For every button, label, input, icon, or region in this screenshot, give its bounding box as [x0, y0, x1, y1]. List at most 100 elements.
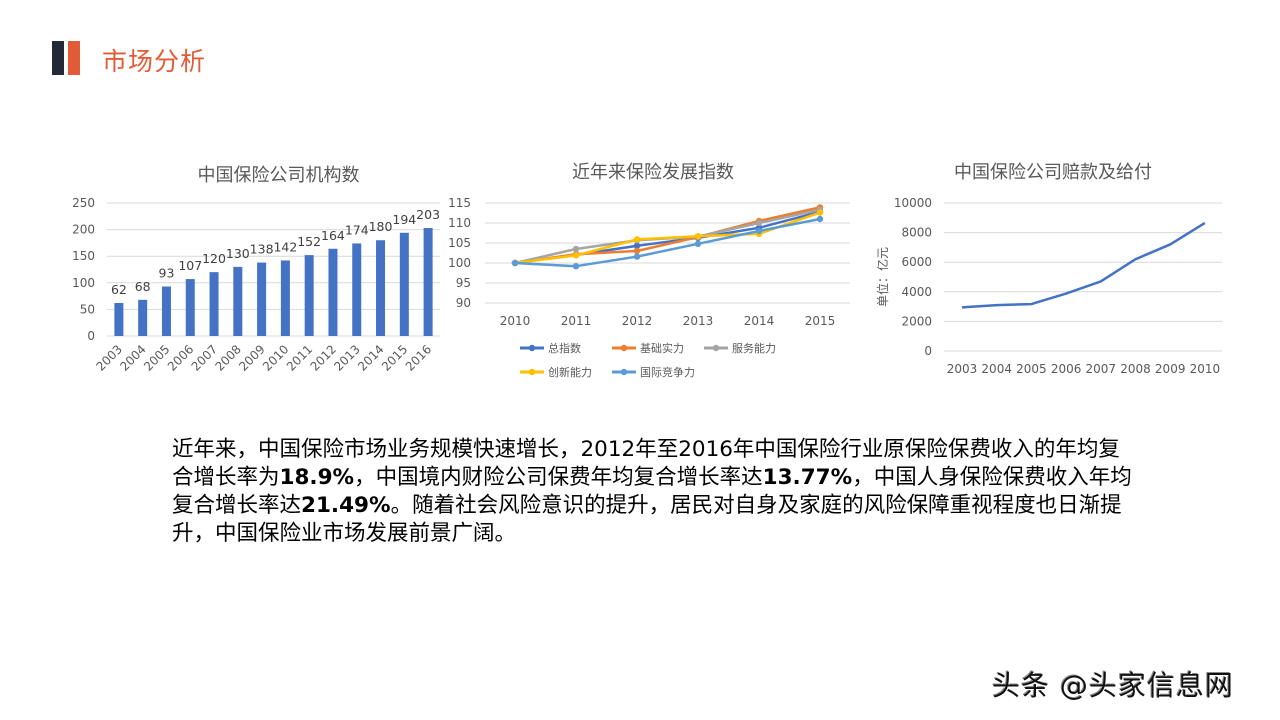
legend-label: 基础实力: [640, 341, 684, 355]
bar: [376, 240, 386, 336]
bar-value-label: 142: [273, 239, 297, 254]
x-tick-label: 2007: [189, 342, 220, 373]
x-tick-label: 2015: [379, 342, 410, 373]
x-tick-label: 2010: [500, 314, 531, 328]
x-tick-label: 2005: [141, 342, 172, 373]
x-tick-label: 2011: [284, 342, 315, 373]
claims-line: [961, 221, 1206, 309]
x-tick-label: 2016: [403, 342, 434, 373]
x-tick-label: 2012: [308, 342, 339, 373]
bar-value-label: 130: [226, 246, 250, 261]
x-tick-label: 2003: [94, 342, 125, 373]
bar-value-label: 107: [178, 258, 202, 273]
y-tick-label: 10000: [894, 196, 932, 210]
x-tick-label: 2015: [805, 314, 836, 328]
legend-label: 国际竞争力: [640, 365, 695, 379]
legend-marker: [620, 344, 628, 352]
x-tick-label: 2008: [1120, 362, 1151, 376]
bar: [399, 232, 409, 336]
y-tick-label: 8000: [901, 226, 932, 240]
bar: [161, 286, 171, 336]
y-tick-label: 110: [448, 216, 471, 230]
series-marker: [633, 242, 641, 249]
x-tick-label: 2005: [1016, 362, 1047, 376]
series-marker: [633, 247, 641, 255]
highlight-stat: 21.49%: [301, 493, 391, 518]
y-tick-label: 50: [80, 302, 95, 316]
highlight-stat: 18.9%: [279, 465, 355, 490]
x-tick-label: 2012: [622, 314, 653, 328]
y-tick-label: 4000: [901, 285, 932, 299]
series-marker: [694, 233, 702, 240]
series-marker: [572, 263, 580, 270]
x-tick-label: 2014: [744, 314, 775, 328]
series-marker: [572, 252, 580, 259]
series-marker: [572, 245, 580, 253]
paragraph-text: 近年来，中国保险市场业务规模快速增长，2012年至2016年中国保险行业原保险保…: [172, 437, 1120, 490]
x-tick-label: 2006: [1051, 362, 1082, 376]
legend-marker: [528, 368, 536, 376]
y-tick-label: 2000: [901, 314, 932, 328]
x-tick-label: 2011: [561, 314, 592, 328]
legend-item: 国际竞争力: [612, 365, 695, 379]
x-tick-label: 2013: [331, 342, 362, 373]
x-tick-label: 2010: [1190, 362, 1221, 376]
bar-value-label: 180: [369, 219, 393, 234]
legend-marker: [528, 344, 536, 352]
x-tick-label: 2010: [260, 342, 291, 373]
legend-label: 总指数: [548, 341, 581, 355]
series-line: [514, 217, 821, 268]
series-line: [514, 206, 821, 265]
y-tick-label: 100: [72, 276, 95, 290]
line-chart-development-index: 近年来保险发展指数 90 95 100 105 110 115 2010 2011 2012 201…: [440, 150, 860, 390]
bar: [209, 272, 219, 336]
bar: [423, 228, 433, 336]
bar-value-label: 120: [202, 251, 226, 266]
bar-chart-svg: 中国保险公司机构数 0 50 100 150 200 250 62 2003 68 2004 93 20…: [72, 165, 440, 374]
x-tick-label: 2004: [117, 342, 148, 373]
series-marker: [816, 215, 824, 223]
watermark: 头条 @头家信息网: [992, 669, 1234, 702]
bar: [114, 303, 124, 336]
legend-item: 创新能力: [520, 365, 592, 379]
series-marker: [755, 227, 763, 235]
line-chart-claims: 中国保险公司赔款及给付 0 2000 4000 6000 8000 10000 2003 200…: [860, 150, 1240, 390]
bar-value-label: 203: [416, 207, 440, 222]
bar-value-label: 68: [135, 279, 151, 294]
bar-value-label: 194: [392, 212, 416, 227]
header-accent-orange: [68, 41, 80, 75]
y-tick-label: 200: [72, 223, 95, 237]
legend-marker: [620, 368, 628, 376]
bar: [280, 260, 290, 336]
x-tick-label: 2009: [236, 342, 267, 373]
header-accent-dark: [52, 41, 64, 75]
bar-value-label: 62: [111, 282, 127, 297]
bar: [138, 299, 148, 336]
y-tick-label: 90: [456, 296, 471, 310]
y-tick-label: 115: [448, 196, 471, 210]
paragraph-text: ，中国境内财险公司保费年均复合增长率达: [354, 465, 763, 490]
y-tick-label: 95: [456, 276, 471, 290]
highlight-stat: 13.77%: [762, 465, 853, 490]
bar: [328, 248, 338, 336]
bar-chart-institutions: 中国保险公司机构数 0 50 100 150 200 250 62 2003 68 2004 93 20…: [60, 150, 450, 385]
series-marker: [633, 236, 641, 243]
x-tick-label: 2007: [1086, 362, 1117, 376]
y-tick-label: 0: [87, 329, 95, 343]
summary-paragraph: 近年来，中国保险市场业务规模快速增长，2012年至2016年中国保险行业原保险保…: [172, 436, 1132, 548]
x-tick-label: 2004: [981, 362, 1012, 376]
x-tick-label: 2008: [212, 342, 243, 373]
paragraph-text: ，中国人身保险保费收入年均复合增长率达: [172, 465, 1132, 518]
legend-item: 服务能力: [704, 341, 776, 355]
bar: [304, 255, 314, 336]
x-tick-label: 2014: [355, 342, 386, 373]
y-axis-label: 单位：亿元: [875, 247, 890, 307]
chart-title: 近年来保险发展指数: [572, 162, 734, 183]
y-tick-label: 0: [924, 344, 932, 358]
bar: [257, 262, 267, 336]
series-marker: [816, 209, 824, 216]
y-tick-label: 105: [448, 236, 471, 250]
bar-value-label: 164: [321, 228, 345, 243]
y-tick-label: 6000: [901, 255, 932, 269]
page-title: 市场分析: [102, 47, 207, 76]
